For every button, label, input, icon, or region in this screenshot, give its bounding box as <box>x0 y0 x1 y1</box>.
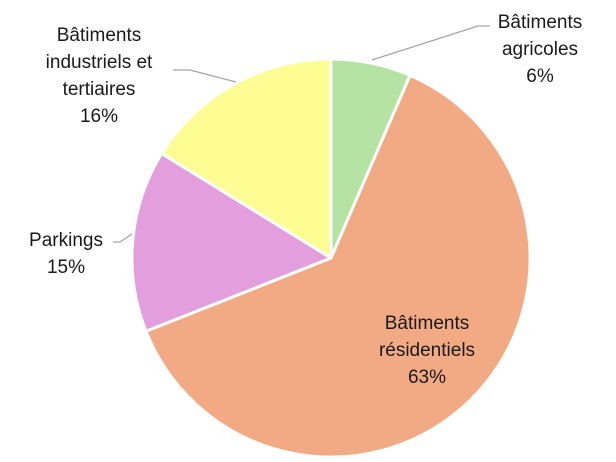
pie-slice-3 <box>130 151 333 333</box>
slice-category-label-1: Bâtiments <box>498 12 582 33</box>
slice-category-label-2: Bâtiments <box>385 313 469 334</box>
slice-category-label-4: Bâtiments <box>57 25 141 46</box>
leader-line-parkings <box>113 233 133 243</box>
slice-category-label-2: résidentiels <box>379 340 475 361</box>
slice-percent-label-4: 16% <box>80 106 118 127</box>
slice-category-label-4: tertiaires <box>63 79 136 100</box>
leader-lines <box>113 25 490 243</box>
slice-percent-label-1: 6% <box>526 66 554 87</box>
pie-slices <box>130 57 532 459</box>
leader-line-agricoles <box>371 25 490 61</box>
slice-category-label-3: Parkings <box>29 230 103 251</box>
pie-slice-2 <box>144 73 532 459</box>
slice-category-label-1: agricoles <box>502 39 578 60</box>
data-labels: Bâtiments agricoles 6% Bâtiments résidentiel… <box>29 12 582 388</box>
slice-percent-label-2: 63% <box>408 367 446 388</box>
slice-percent-label-3: 15% <box>47 257 85 278</box>
slice-category-label-4: industriels et <box>46 52 153 73</box>
leader-line-industriels <box>173 69 237 83</box>
pie-slice-4 <box>160 57 333 260</box>
